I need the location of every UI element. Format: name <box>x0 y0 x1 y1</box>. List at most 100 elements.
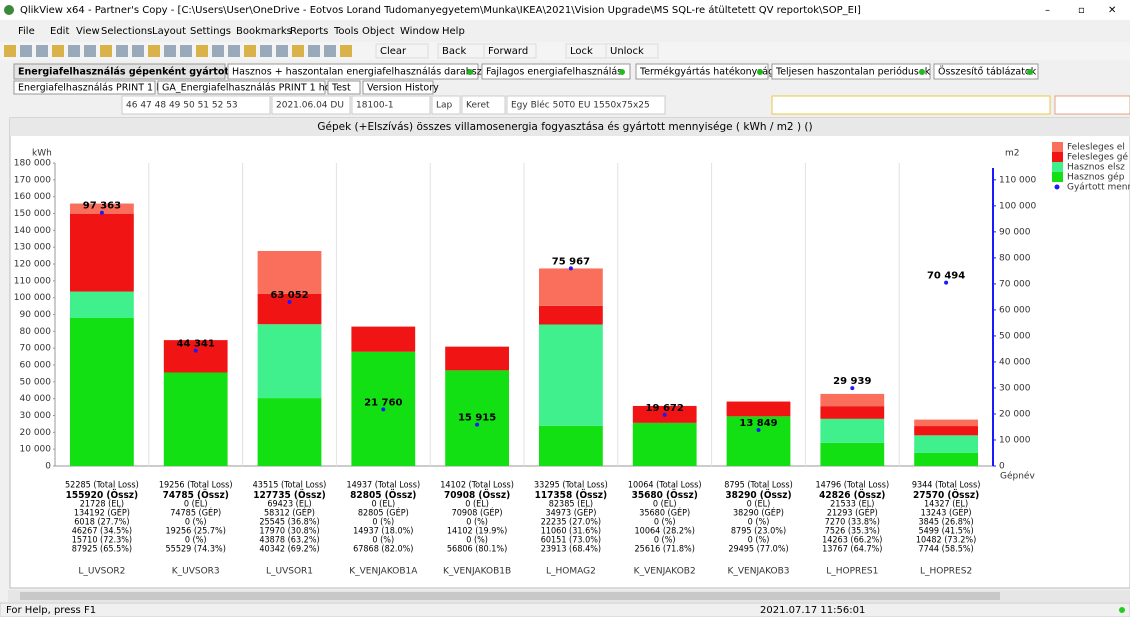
tab[interactable] <box>13 63 226 80</box>
detail-line: 33295 (Total Loss) <box>534 481 608 491</box>
toolbar-label[interactable]: Back <box>442 46 466 57</box>
menu-item[interactable]: Tools <box>333 26 359 37</box>
toolbar-icon[interactable] <box>324 45 336 57</box>
toolbar-icon[interactable] <box>116 45 128 57</box>
plot: 0 10 000 20 000 30 000 40 000 50 000 60 000 70 … <box>14 142 1130 577</box>
toolbar-icon[interactable] <box>340 45 352 57</box>
filter-value[interactable]: 46 47 48 49 50 51 52 53 <box>126 101 238 111</box>
detail-line: 35680 (Össz) <box>632 487 698 501</box>
menu-item[interactable]: Bookmarks <box>236 26 292 37</box>
toolbar-button[interactable] <box>483 43 537 59</box>
toolbar-icon[interactable] <box>276 45 288 57</box>
filter-value[interactable]: 2021.06.04 DU <box>276 101 344 111</box>
menu-item[interactable]: Object <box>362 26 395 37</box>
menu-item[interactable]: Selections <box>101 26 152 37</box>
tab-label[interactable]: Energiafelhasználás gépenként gyártott d… <box>18 67 264 78</box>
input-box[interactable] <box>1054 95 1130 115</box>
tab[interactable] <box>481 63 631 80</box>
tab[interactable] <box>771 63 931 80</box>
toolbar-label[interactable]: Unlock <box>610 46 644 57</box>
toolbar-icon[interactable] <box>132 45 144 57</box>
subtab[interactable] <box>327 80 361 95</box>
tab[interactable] <box>933 63 1039 80</box>
tab-label[interactable]: Teljesen haszontalan periódusok <box>775 67 931 78</box>
toolbar-label[interactable]: Forward <box>488 46 528 57</box>
tab-label[interactable]: Összesítő táblázatok <box>938 67 1037 78</box>
filter-box[interactable] <box>431 95 461 115</box>
subtab[interactable] <box>362 80 434 95</box>
detail-line: 8795 (Total Loss) <box>724 481 793 491</box>
menu-item[interactable]: Reports <box>290 26 328 37</box>
toolbar-icon[interactable] <box>228 45 240 57</box>
y-tick-label: 180 000 <box>14 159 51 169</box>
filter-value[interactable]: Egy Bléc 50T0 EU 1550x75x25 <box>511 100 650 111</box>
menu-item[interactable]: Layout <box>152 26 186 37</box>
point-label: 21 760 <box>364 397 402 408</box>
detail-line: 13243 (GÉP) <box>921 507 972 519</box>
filter-box[interactable] <box>506 95 666 115</box>
menu-item[interactable]: Edit <box>50 26 69 37</box>
bar-segment <box>914 435 978 453</box>
filter-value[interactable]: 18100-1 <box>356 101 394 111</box>
menu-item[interactable]: File <box>18 26 35 37</box>
toolbar-icon[interactable] <box>292 45 304 57</box>
maximize[interactable]: ▫ <box>1078 5 1085 16</box>
subtab[interactable] <box>157 80 326 95</box>
toolbar-icon[interactable] <box>260 45 272 57</box>
filter-box[interactable] <box>121 95 271 115</box>
bar-segment <box>257 250 322 294</box>
detail-line: 46267 (34.5%) <box>72 527 132 537</box>
toolbar-label[interactable]: Lock <box>570 46 593 57</box>
close[interactable]: ✕ <box>1108 5 1116 16</box>
bar-segment <box>726 416 791 466</box>
legend-label: Felesleges el <box>1067 143 1125 153</box>
menu-item[interactable]: Help <box>442 26 465 37</box>
toolbar-icon[interactable] <box>68 45 80 57</box>
bar-segment <box>539 268 603 306</box>
toolbar-icon[interactable] <box>52 45 64 57</box>
tab-label[interactable]: Fajlagos energiafelhasználás <box>486 67 622 78</box>
toolbar-icon[interactable] <box>180 45 192 57</box>
toolbar-icon[interactable] <box>212 45 224 57</box>
subtab-label[interactable]: Energiafelhasználás PRINT 1 hó <box>18 83 168 94</box>
toolbar-icon[interactable] <box>196 45 208 57</box>
toolbar-icon[interactable] <box>36 45 48 57</box>
bar-segment <box>820 418 885 443</box>
toolbar-icon[interactable] <box>4 45 16 57</box>
subtab-label[interactable]: Version History <box>367 83 439 94</box>
toolbar-button[interactable] <box>375 43 429 59</box>
toolbar-button[interactable] <box>605 43 659 59</box>
tab[interactable] <box>227 63 479 80</box>
toolbar-label[interactable]: Clear <box>380 46 407 57</box>
toolbar-icon[interactable] <box>308 45 320 57</box>
toolbar-icon[interactable] <box>148 45 160 57</box>
tab-label[interactable]: Hasznos + haszontalan energiafelhasználá… <box>232 67 522 78</box>
subtab-label[interactable]: GA_Energiafelhasználás PRINT 1 hó <box>162 83 331 94</box>
filter-value[interactable]: Keret <box>466 101 490 111</box>
input-box[interactable] <box>771 95 1051 115</box>
scroll-thumb[interactable] <box>20 592 1000 600</box>
y-tick-label: 30 000 <box>20 411 52 421</box>
menu-item[interactable]: View <box>76 26 100 37</box>
filter-box[interactable] <box>461 95 506 115</box>
minimize[interactable]: – <box>1045 5 1050 16</box>
subtab-label[interactable]: Test <box>331 83 351 94</box>
toolbar-icon[interactable] <box>164 45 176 57</box>
x-tick-label: L_HOMAG2 <box>546 567 596 577</box>
menu-item[interactable]: Window <box>400 26 439 37</box>
toolbar-icon[interactable] <box>244 45 256 57</box>
y-tick-label: 140 000 <box>14 226 51 236</box>
y-tick-label: 130 000 <box>14 243 51 253</box>
menu-item[interactable]: Settings <box>190 26 231 37</box>
detail-line: 7270 (33.8%) <box>825 518 880 528</box>
filter-value[interactable]: Lap <box>436 101 453 111</box>
toolbar-icon[interactable] <box>20 45 32 57</box>
tab[interactable] <box>635 63 769 80</box>
subtab[interactable] <box>13 80 156 95</box>
toolbar-icon[interactable] <box>84 45 96 57</box>
toolbar-icon[interactable] <box>100 45 112 57</box>
tab-label[interactable]: Termékgyártás hatékonysága <box>639 67 780 78</box>
filter-box[interactable] <box>351 95 431 115</box>
filter-box[interactable] <box>271 95 351 115</box>
tab-indicator <box>919 69 925 75</box>
